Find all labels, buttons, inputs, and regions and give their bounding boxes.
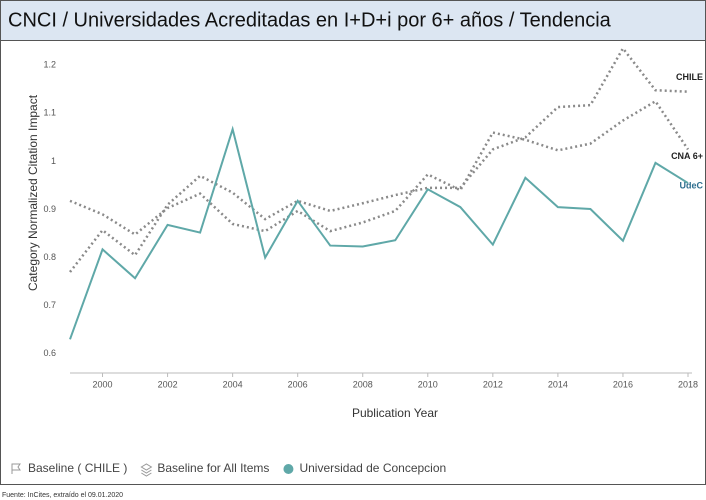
y-tick-label: 1.1 (43, 108, 56, 118)
y-tick-label: 0.7 (43, 300, 56, 310)
x-tick-label: 2016 (613, 379, 633, 389)
x-tick-label: 2006 (288, 379, 308, 389)
legend-label: Baseline for All Items (157, 461, 269, 475)
x-tick-label: 2004 (223, 379, 243, 389)
frame (0, 0, 706, 485)
chart-title: CNCI / Universidades Acreditadas en I+D+… (8, 9, 612, 31)
y-tick-label: 1.2 (43, 60, 56, 70)
legend-label: Baseline ( CHILE ) (28, 461, 127, 475)
end-label: CNA 6+ (671, 151, 703, 161)
title-bar (0, 0, 706, 41)
x-tick-label: 2002 (158, 379, 178, 389)
legend-icon (283, 464, 294, 474)
end-label: CHILE (676, 72, 703, 82)
x-tick-label: 2018 (678, 379, 698, 389)
x-axis-label: Publication Year (352, 406, 438, 420)
legend-icon (140, 463, 153, 477)
legend-label: Universidad de Concepcion (299, 461, 446, 475)
x-tick-label: 2008 (353, 379, 373, 389)
y-tick-label: 0.6 (43, 348, 56, 358)
series-line (69, 99, 690, 237)
series-line (69, 46, 689, 273)
y-axis-label: Category Normalized Citation Impact (26, 94, 40, 291)
y-tick-label: 0.8 (43, 252, 56, 262)
x-tick-label: 2010 (418, 379, 438, 389)
legend-icon (11, 463, 21, 474)
y-tick-label: 0.9 (43, 204, 56, 214)
end-label: UdeC (679, 180, 703, 190)
x-tick-label: 2000 (93, 379, 113, 389)
y-tick-label: 1 (51, 156, 56, 166)
series-line (69, 125, 689, 340)
x-tick-label: 2014 (548, 379, 568, 389)
x-tick-label: 2012 (483, 379, 503, 389)
source: Fuente: InCites, extraído el 09.01.2020 (2, 492, 123, 499)
